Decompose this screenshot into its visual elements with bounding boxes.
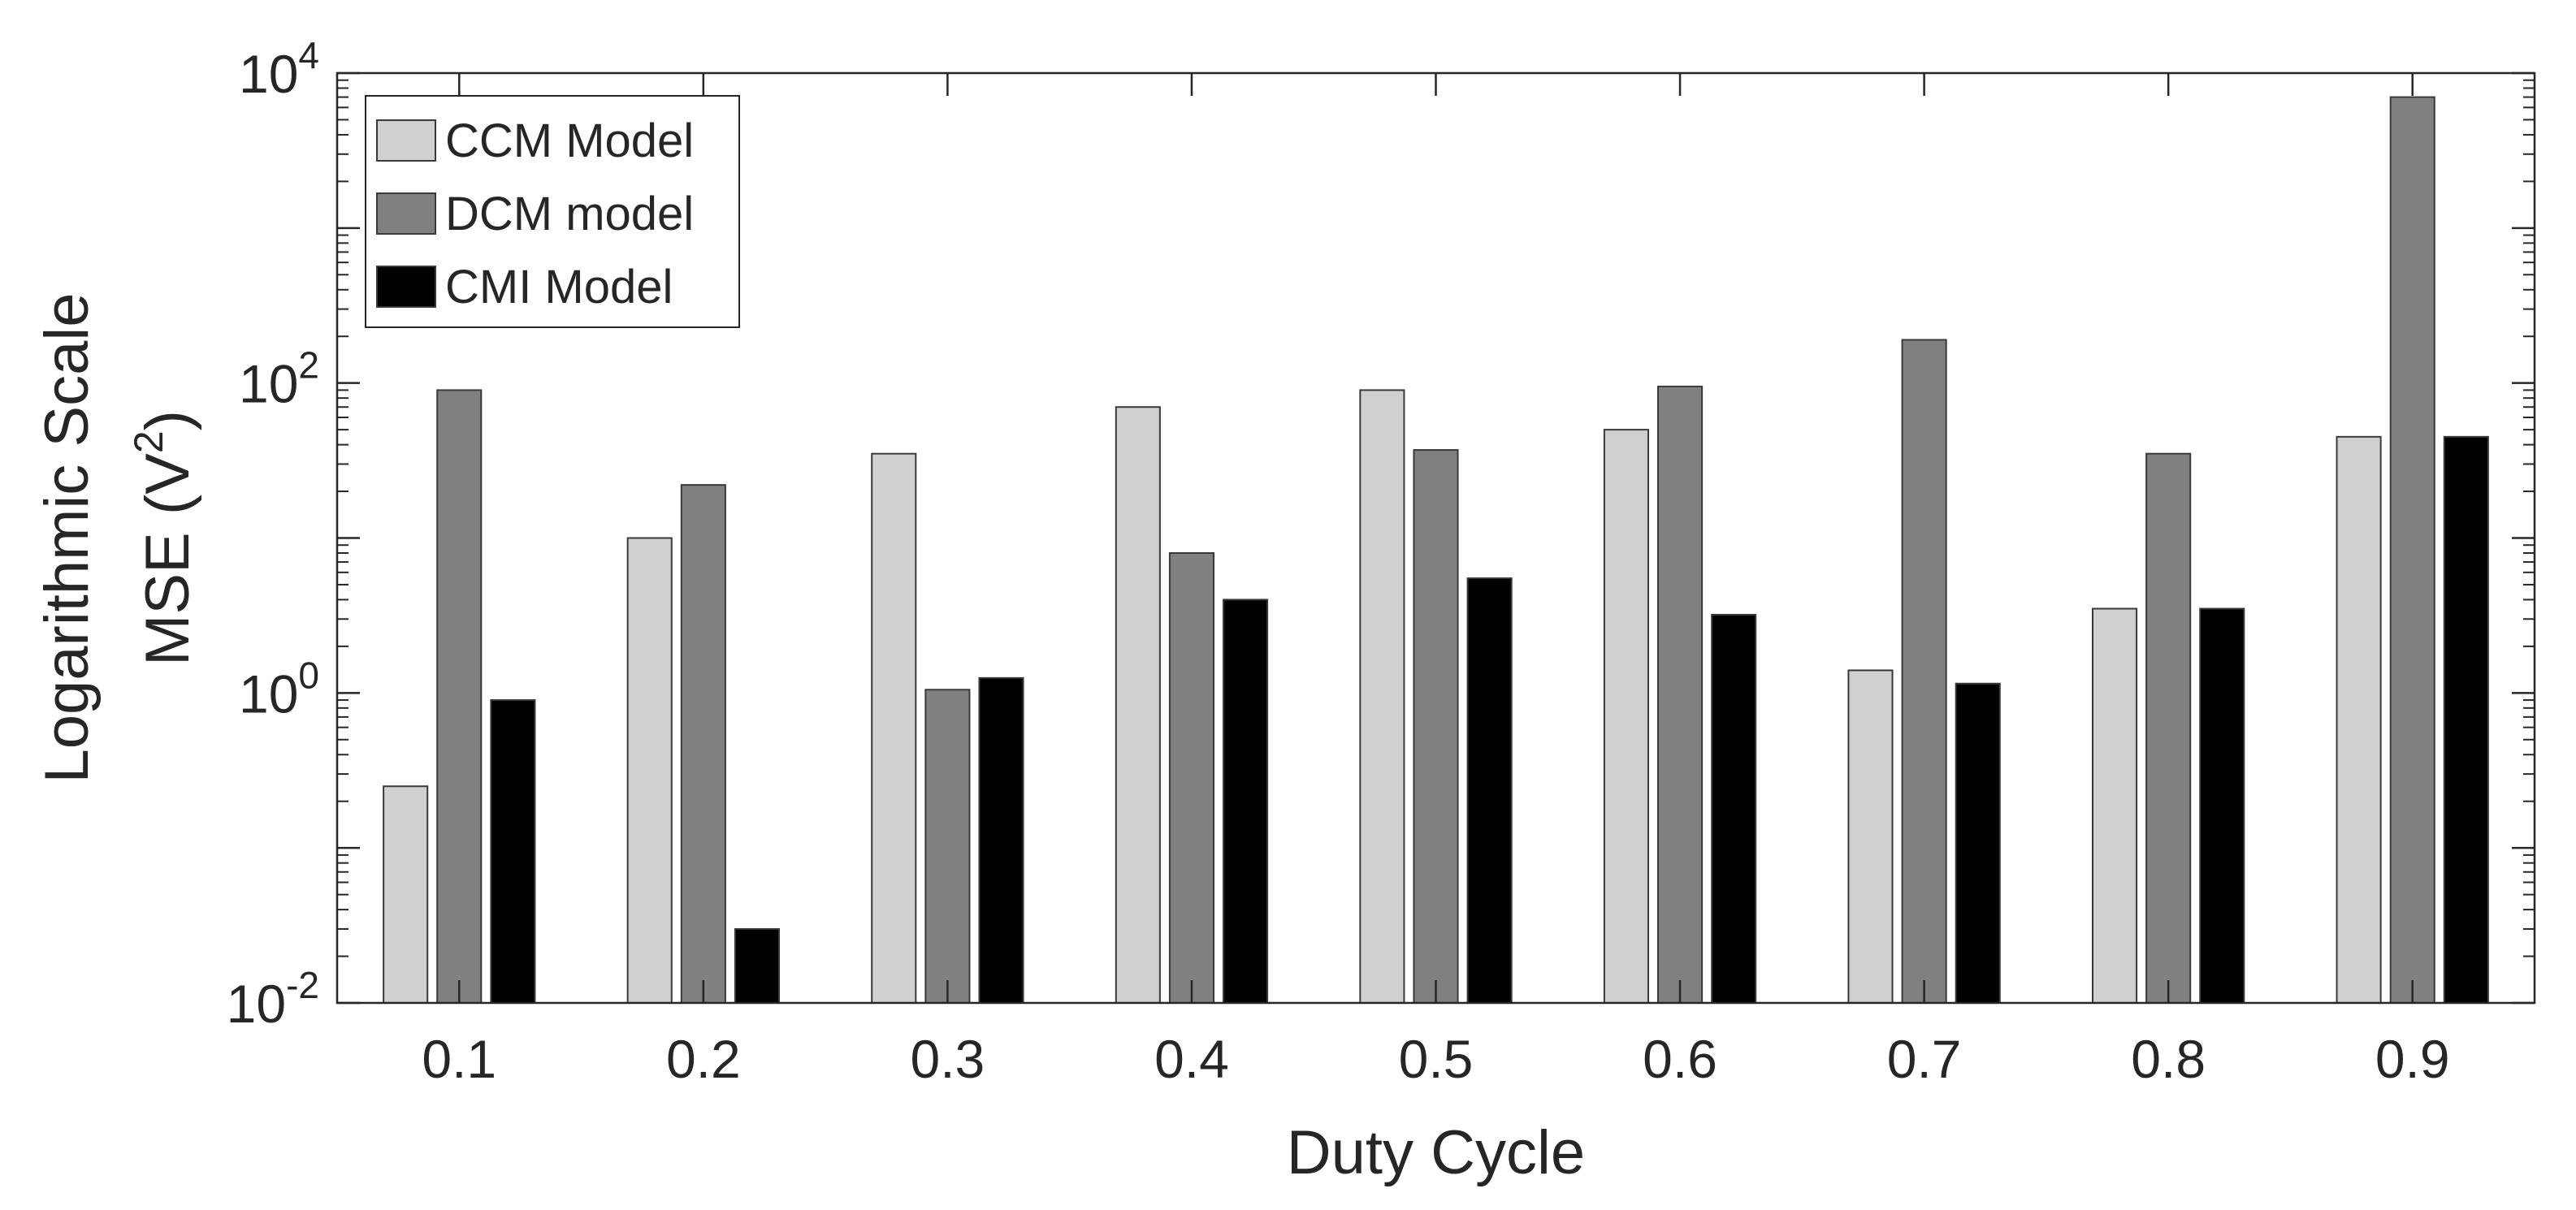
- bar-ccm-model-0.2: [626, 537, 673, 1004]
- y-tick-label: 100: [239, 654, 319, 724]
- bar-ccm-model-0.3: [871, 452, 917, 1004]
- bar-dcm-model-0.3: [924, 689, 971, 1005]
- y-tick-base: 10: [227, 974, 286, 1034]
- legend-label-ccm-model: CCM Model: [445, 115, 694, 167]
- x-axis-label: Duty Cycle: [1287, 1118, 1585, 1187]
- bar-cmi-model-0.8: [2199, 607, 2245, 1004]
- legend-swatch-cmi-model: [376, 266, 436, 308]
- y-axis-label-line2: MSE (V2): [126, 410, 202, 666]
- bar-cmi-model-0.4: [1223, 599, 1269, 1005]
- y-axis-label-exponent: 2: [126, 430, 171, 453]
- bar-ccm-model-0.9: [2336, 435, 2382, 1004]
- x-tick-label-0.6: 0.6: [1643, 1029, 1717, 1089]
- bar-cmi-model-0.9: [2443, 435, 2489, 1004]
- x-tick-label-0.5: 0.5: [1399, 1029, 1474, 1089]
- bar-ccm-model-0.6: [1603, 429, 1649, 1004]
- bar-ccm-model-0.7: [1847, 669, 1894, 1004]
- x-tick-label-0.9: 0.9: [2375, 1029, 2450, 1089]
- x-tick-label-0.8: 0.8: [2131, 1029, 2206, 1089]
- bar-dcm-model-0.1: [436, 389, 483, 1004]
- bar-dcm-model-0.9: [2389, 96, 2435, 1005]
- x-tick-label-0.1: 0.1: [422, 1029, 496, 1089]
- bar-cmi-model-0.5: [1466, 577, 1513, 1004]
- bar-cmi-model-0.3: [978, 676, 1024, 1004]
- bars-layer: [383, 96, 2489, 1005]
- bar-ccm-model-0.8: [2091, 607, 2138, 1004]
- y-tick-exponent: 4: [298, 34, 319, 76]
- x-tick-label-0.7: 0.7: [1887, 1029, 1962, 1089]
- bar-ccm-model-0.1: [383, 785, 429, 1004]
- y-tick-label: 10-2: [227, 964, 319, 1034]
- bar-dcm-model-0.4: [1168, 551, 1214, 1004]
- legend: CCM Model DCM model CMI Model: [365, 95, 740, 328]
- labels-layer: 0.1 0.2 0.3 0.4 0.5 0.6 0.7 0.8 0.910-2100102104…: [32, 34, 2450, 1187]
- x-tick-label-0.2: 0.2: [666, 1029, 741, 1089]
- bar-cmi-model-0.1: [490, 699, 536, 1004]
- bar-ccm-model-0.5: [1359, 389, 1405, 1004]
- bar-cmi-model-0.6: [1711, 613, 1757, 1005]
- bar-ccm-model-0.4: [1115, 406, 1161, 1004]
- y-tick-label: 102: [239, 344, 319, 414]
- bar-dcm-model-0.8: [2145, 452, 2192, 1004]
- legend-label-dcm-model: DCM model: [445, 188, 694, 240]
- y-tick-exponent: 2: [298, 344, 319, 387]
- y-axis-label-prefix: MSE (V: [133, 453, 202, 666]
- legend-label-cmi-model: CMI Model: [445, 261, 673, 313]
- y-tick-base: 10: [239, 663, 298, 724]
- y-tick-label: 104: [239, 34, 319, 104]
- legend-swatch-dcm-model: [376, 192, 436, 235]
- y-tick-base: 10: [239, 354, 298, 414]
- x-tick-label-0.3: 0.3: [911, 1029, 985, 1089]
- legend-swatch-ccm-model: [376, 119, 436, 162]
- bar-dcm-model-0.6: [1657, 385, 1704, 1005]
- y-axis-label-suffix: ): [133, 410, 202, 430]
- bar-dcm-model-0.5: [1413, 449, 1459, 1004]
- axes-layer: [336, 71, 2536, 1005]
- bar-dcm-model-0.2: [680, 484, 726, 1004]
- y-tick-exponent: 0: [298, 654, 319, 696]
- y-tick-base: 10: [239, 44, 298, 104]
- x-tick-label-0.4: 0.4: [1154, 1029, 1229, 1089]
- y-tick-exponent: -2: [286, 964, 319, 1006]
- bar-cmi-model-0.2: [734, 927, 781, 1004]
- bar-dcm-model-0.7: [1901, 339, 1947, 1004]
- bar-cmi-model-0.7: [1955, 682, 2001, 1005]
- y-axis-label-line1: Logarithmic Scale: [32, 292, 102, 783]
